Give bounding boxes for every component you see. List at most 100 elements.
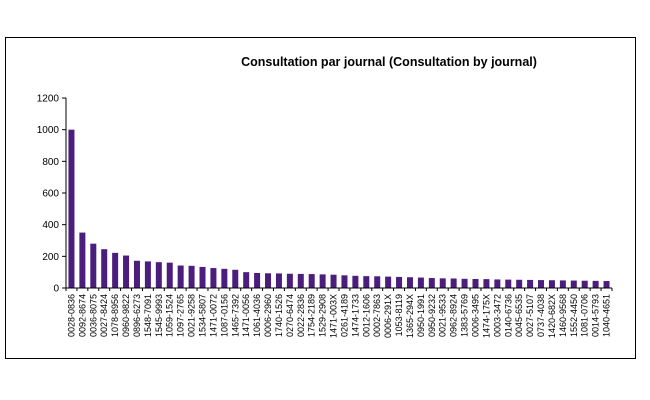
y-tick-label: 200 [42, 252, 59, 263]
bar [406, 277, 413, 288]
y-tick-label: 400 [42, 220, 59, 231]
bar [330, 274, 337, 288]
x-tick-label: 1383-5769 [460, 294, 470, 337]
bar [166, 262, 173, 288]
x-tick-label: 0028-0836 [66, 294, 76, 337]
bar [221, 268, 228, 288]
bar [286, 273, 293, 288]
bar [265, 273, 272, 288]
bar [603, 281, 610, 288]
bar [79, 232, 86, 288]
x-tick-label: 0045-6535 [514, 294, 524, 337]
bar [199, 266, 206, 288]
bar [374, 276, 381, 288]
x-tick-label: 0014-5793 [591, 294, 601, 337]
y-tick-label: 800 [42, 157, 59, 168]
x-tick-label: 1465-7392 [230, 294, 240, 337]
x-tick-label: 1471-0072 [208, 294, 218, 337]
chart-frame: Consultation par journal (Consultation b… [5, 37, 636, 359]
bar [538, 280, 545, 288]
bar [516, 279, 523, 288]
x-tick-label: 1097-2765 [176, 294, 186, 337]
bar [352, 275, 359, 288]
x-tick-label: 1754-2189 [307, 294, 317, 337]
bar [319, 274, 326, 288]
x-tick-label: 0003-3472 [492, 294, 502, 337]
x-tick-label: 0960-9822 [121, 294, 131, 337]
x-tick-label: 1471-003X [329, 294, 339, 338]
x-tick-label: 1081-0706 [580, 294, 590, 337]
y-tick-label: 600 [42, 189, 59, 200]
x-tick-label: 1474-175X [481, 294, 491, 338]
x-tick-label: 1078-8956 [110, 294, 120, 337]
x-tick-label: 0021-9533 [438, 294, 448, 337]
x-axis: 0028-0836 0092-8674 0036-8075 0027-8424 1078… [65, 287, 613, 338]
x-tick-label: 1529-2908 [318, 294, 328, 337]
x-tick-label: 0950-1991 [416, 294, 426, 337]
x-tick-label: 0896-6273 [132, 294, 142, 337]
x-tick-label: 1460-9568 [558, 294, 568, 337]
bar [570, 280, 577, 288]
bar [592, 280, 599, 288]
x-tick-label: 0036-8075 [88, 294, 98, 337]
bar [472, 278, 479, 288]
y-tick-label: 0 [53, 284, 59, 295]
x-tick-label: 1471-0056 [241, 294, 251, 337]
x-tick-label: 0006-291X [383, 294, 393, 338]
bar [363, 276, 370, 288]
bar [505, 279, 512, 288]
x-tick-label: 0006-3495 [471, 294, 481, 337]
x-tick-label: 0092-8674 [77, 294, 87, 337]
bar [439, 278, 446, 288]
bar [559, 280, 566, 288]
bar [417, 277, 424, 288]
y-tick-label: 1200 [37, 94, 60, 105]
bar [275, 273, 282, 288]
x-tick-label: 0261-4189 [339, 294, 349, 337]
bar [232, 269, 239, 288]
bar [254, 272, 261, 288]
bars [68, 129, 610, 288]
x-tick-label: 1545-9993 [154, 294, 164, 337]
bar-chart: Consultation par journal (Consultation b… [37, 55, 613, 338]
bar [483, 279, 490, 288]
bar [112, 252, 119, 288]
bar [243, 272, 250, 288]
x-tick-label: 0140-6736 [503, 294, 513, 337]
x-tick-label: 1420-682X [547, 294, 557, 338]
x-tick-label: 0006-2960 [263, 294, 273, 337]
x-tick-label: 0012-1606 [361, 294, 371, 337]
x-tick-label: 0022-2836 [296, 294, 306, 337]
bar [461, 278, 468, 288]
bar [90, 243, 97, 288]
x-tick-label: 1059-1524 [165, 294, 175, 337]
x-tick-label: 0027-8424 [99, 294, 109, 337]
chart-title: Consultation par journal (Consultation b… [241, 55, 537, 69]
x-tick-label: 0737-4038 [536, 294, 546, 337]
x-tick-label: 1534-5807 [198, 294, 208, 337]
bar [494, 279, 501, 288]
bar [527, 279, 534, 288]
x-tick-label: 1087-0156 [219, 294, 229, 337]
x-tick-label: 0002-7863 [372, 294, 382, 337]
bar [123, 255, 130, 288]
bar [297, 273, 304, 288]
bar [308, 274, 315, 288]
x-tick-label: 0021-9258 [187, 294, 197, 337]
bar [133, 260, 140, 288]
bar [68, 129, 75, 288]
x-tick-label: 0962-8924 [449, 294, 459, 337]
y-tick-label: 1000 [37, 125, 60, 136]
bar [396, 276, 403, 288]
bar [428, 278, 435, 288]
bar [548, 280, 555, 288]
bar [450, 278, 457, 288]
x-tick-label: 0270-6474 [285, 294, 295, 337]
x-tick-label: 0027-5107 [525, 294, 535, 337]
x-tick-label: 1040-4651 [602, 294, 612, 337]
x-tick-label: 1474-1733 [350, 294, 360, 337]
x-tick-label: 1740-1526 [274, 294, 284, 337]
x-tick-label: 0950-9232 [427, 294, 437, 337]
bar [188, 265, 195, 288]
bar [385, 276, 392, 288]
